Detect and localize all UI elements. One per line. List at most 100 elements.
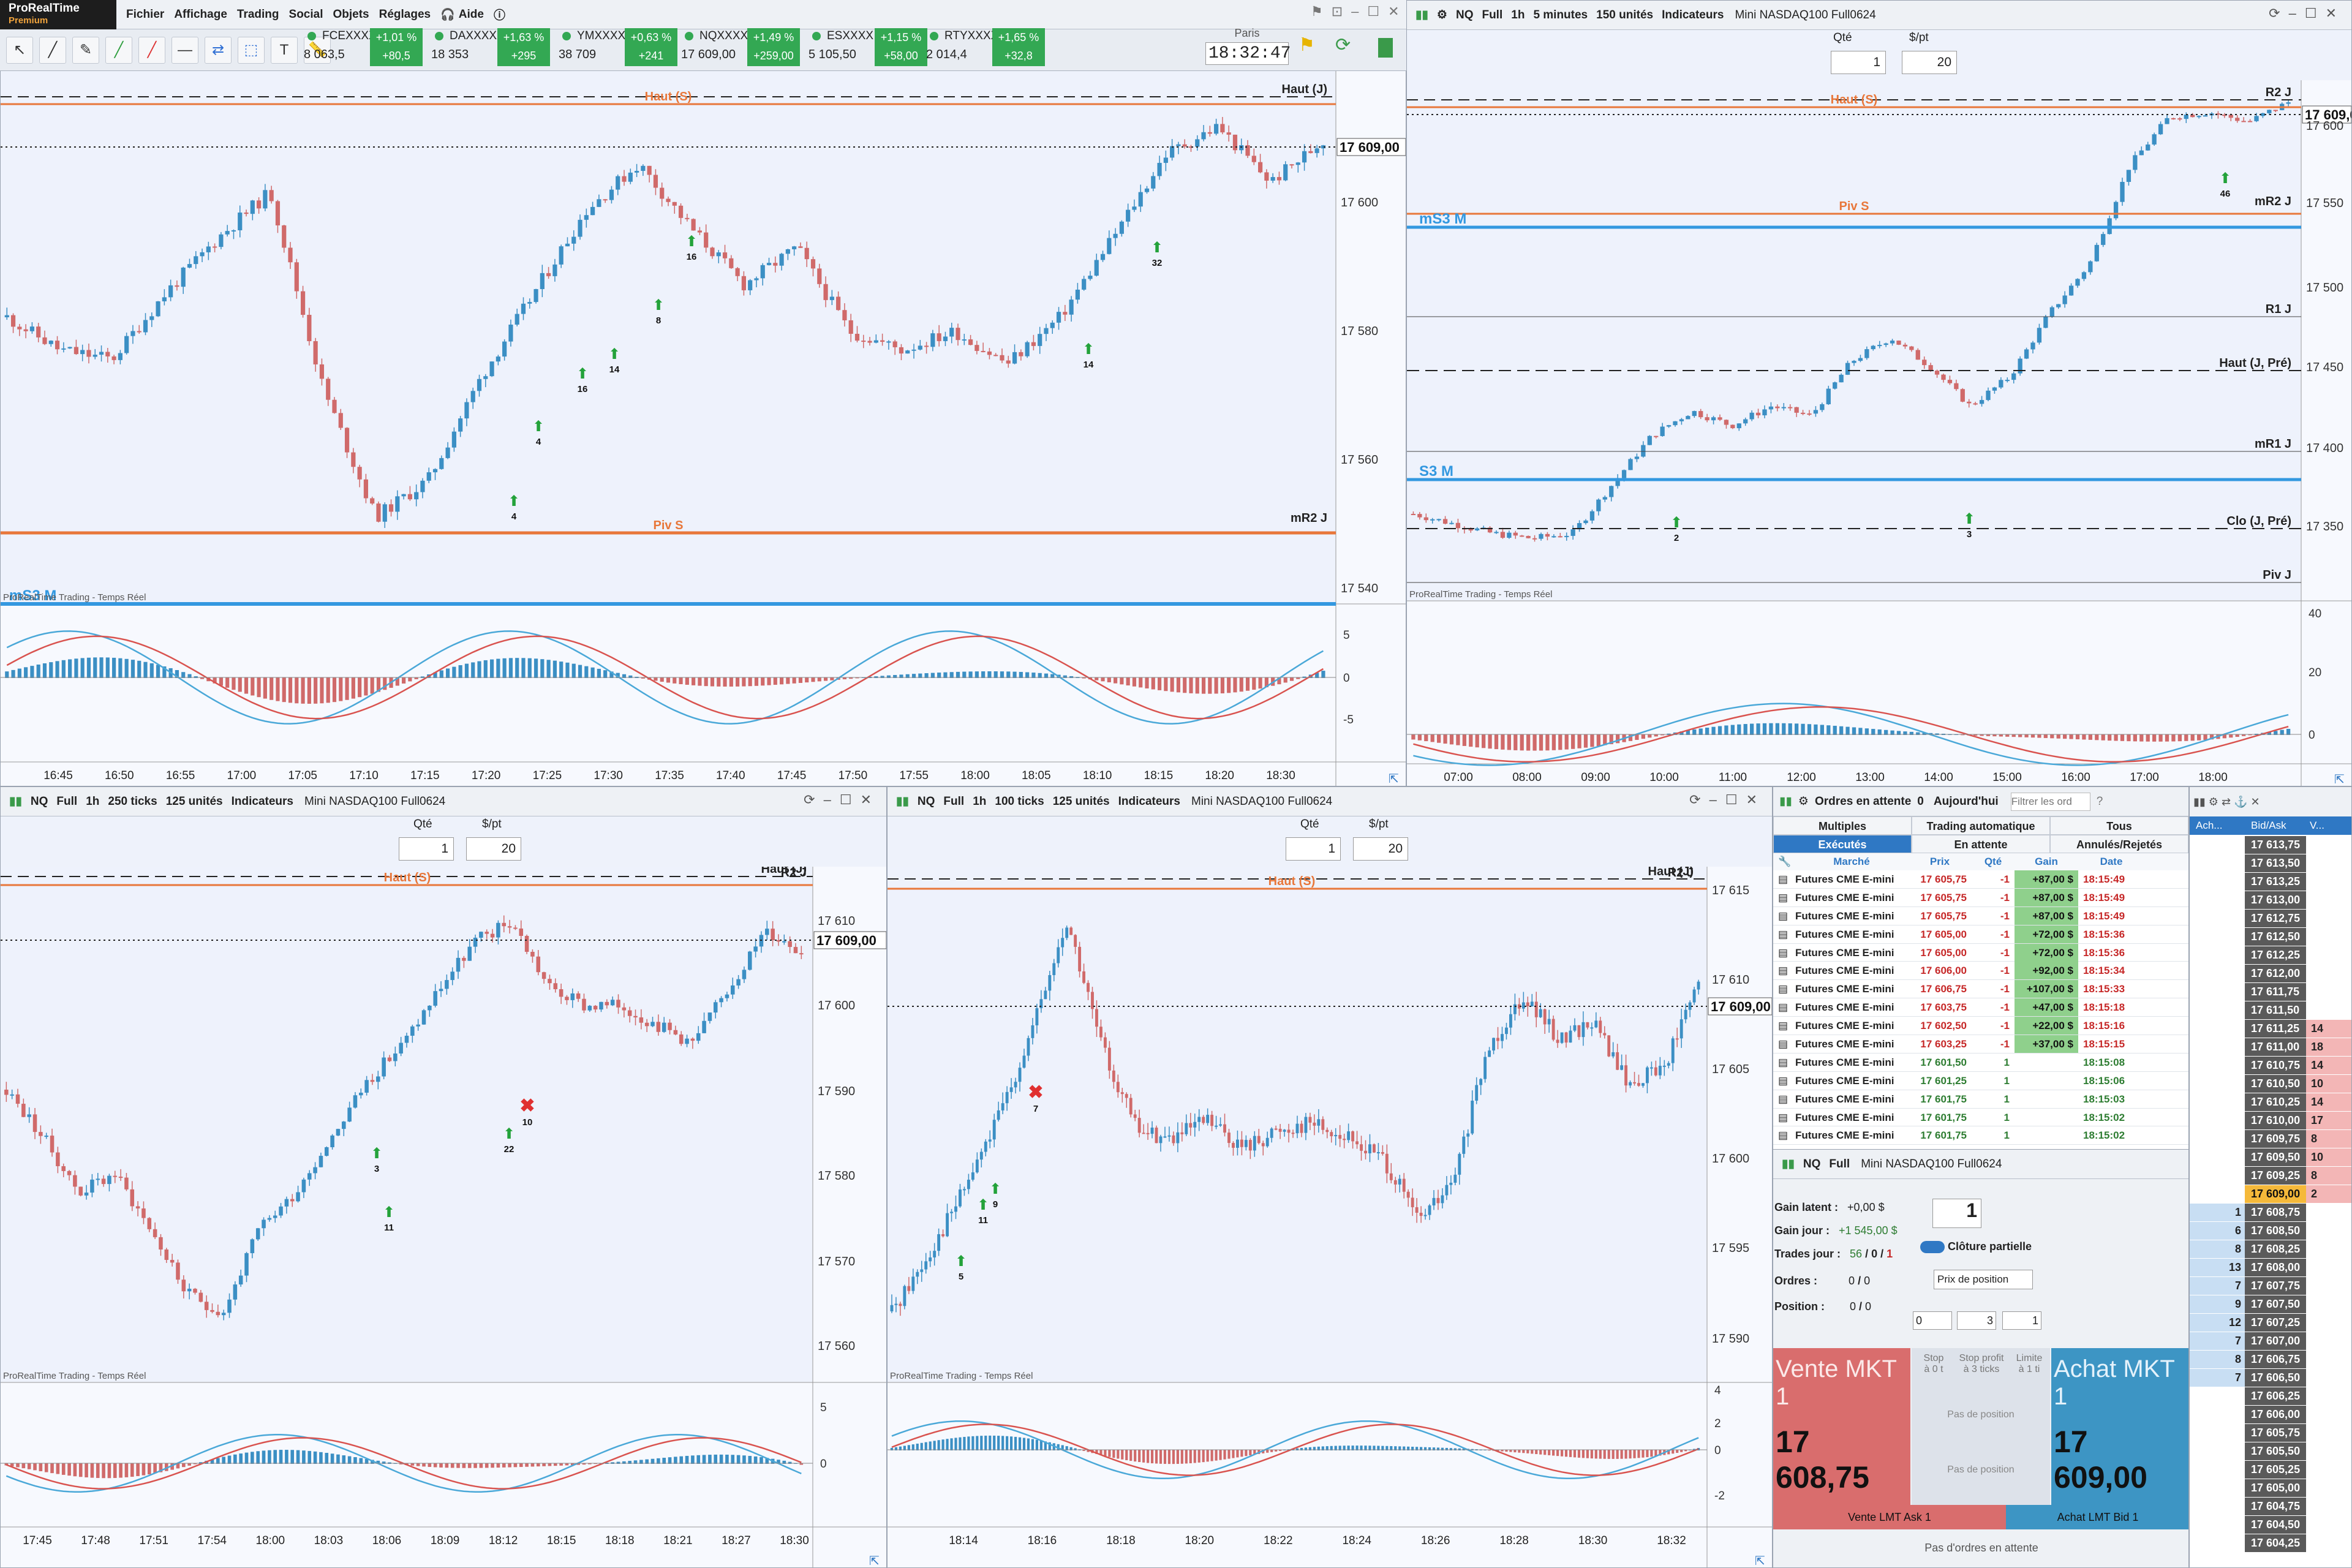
symbol-select[interactable]: NQ: [1803, 1157, 1821, 1170]
book-ask-row[interactable]: 17 612,75: [2190, 910, 2351, 928]
order-row[interactable]: ▤ Futures CME E-mini 17 603,25 -1 +37,00 $18…: [1773, 1035, 2188, 1054]
units-select[interactable]: 125 unités: [165, 794, 223, 808]
book-ask-row[interactable]: 17 609,50 10: [2190, 1148, 2351, 1167]
book-ask-row[interactable]: 17 610,50 10: [2190, 1075, 2351, 1093]
menu-trading[interactable]: Trading: [236, 7, 279, 21]
stop-profit-column[interactable]: Stop profit à 3 ticks: [1959, 1353, 2004, 1374]
tab-tous[interactable]: Tous: [2050, 816, 2188, 835]
book-bid-row[interactable]: 7 17 607,00: [2190, 1332, 2351, 1351]
chart-icon[interactable]: ▮▮: [1779, 795, 1792, 808]
sync-icon[interactable]: ⟳: [1335, 35, 1351, 55]
line-tool-icon[interactable]: ╱: [39, 36, 66, 64]
tab-annules[interactable]: Annulés/Rejetés: [2050, 835, 2188, 853]
window-controls[interactable]: ⟳–☐✕: [804, 792, 880, 807]
interval-select[interactable]: 5 minutes: [1533, 8, 1588, 21]
menu-objets[interactable]: Objets: [333, 7, 369, 21]
book-ask-row[interactable]: 17 609,75 8: [2190, 1130, 2351, 1148]
stop-input[interactable]: 0: [1913, 1311, 1952, 1330]
units-select[interactable]: 150 unités: [1596, 8, 1654, 21]
order-row[interactable]: ▤ Futures CME E-mini 17 601,75 1 18:15:02: [1773, 1126, 2188, 1145]
pen-tool-icon[interactable]: ✎: [72, 36, 99, 64]
ticker-ym[interactable]: YMXXXX 38 709 +0,63 % +241: [559, 27, 681, 70]
chart-icon[interactable]: ▮▮: [1415, 9, 1428, 21]
ticker-fcex[interactable]: FCEXXXX 8 063,5 +1,01 % +80,5: [304, 27, 426, 70]
stop-profit-input[interactable]: 3: [1957, 1311, 1996, 1330]
book-bid-row[interactable]: 13 17 608,00: [2190, 1259, 2351, 1277]
book-bid-row[interactable]: 17 605,50: [2190, 1442, 2351, 1461]
book-bid-row[interactable]: 6 17 608,50: [2190, 1222, 2351, 1240]
prix-position-select[interactable]: Prix de position: [1934, 1270, 2033, 1289]
menu-reglages[interactable]: Réglages: [379, 7, 431, 21]
book-ask-row[interactable]: 17 609,00 2: [2190, 1185, 2351, 1204]
book-ask-row[interactable]: 17 612,50: [2190, 928, 2351, 946]
buy-market-button[interactable]: Achat MKT 1 17 609,00: [2051, 1348, 2188, 1505]
settings-icon[interactable]: ⚙: [1436, 9, 1447, 21]
full-select[interactable]: Full: [1482, 8, 1503, 21]
headset-icon[interactable]: 🎧: [440, 8, 455, 21]
order-row[interactable]: ▤ Futures CME E-mini 17 603,75 -1 +47,00 $18…: [1773, 998, 2188, 1017]
trade-qty-input[interactable]: 1: [1932, 1199, 1981, 1228]
col-prix[interactable]: Prix: [1929, 856, 1950, 867]
window-controls[interactable]: ⟳–☐✕: [2269, 6, 2345, 21]
tab-executes[interactable]: Exécutés: [1773, 835, 1912, 853]
pt-input[interactable]: 20: [1902, 51, 1957, 74]
limite-column[interactable]: Limite à 1 ti: [2016, 1353, 2043, 1374]
order-row[interactable]: ▤ Futures CME E-mini 17 606,75 -1 +107,00 $1…: [1773, 980, 2188, 999]
sell-limit-button[interactable]: Vente LMT Ask 1: [1773, 1505, 2006, 1529]
order-row[interactable]: ▤ Futures CME E-mini 17 601,25 1 18:15:06: [1773, 1072, 2188, 1090]
book-bid-row[interactable]: 17 606,25: [2190, 1387, 2351, 1406]
col-qte[interactable]: Qté: [1984, 856, 2002, 867]
chart-icon[interactable]: ▮▮: [1782, 1158, 1795, 1170]
settings-icon[interactable]: ⚙: [1798, 795, 1809, 808]
book-ask-row[interactable]: 17 613,75: [2190, 836, 2351, 854]
symbol-select[interactable]: NQ: [1455, 8, 1474, 21]
book-bid-row[interactable]: 17 604,50: [2190, 1516, 2351, 1534]
book-ask-row[interactable]: 17 613,25: [2190, 873, 2351, 891]
book-ask-row[interactable]: 17 610,25 14: [2190, 1093, 2351, 1112]
book-ask-row[interactable]: 17 612,25: [2190, 946, 2351, 965]
orders-filter-select[interactable]: Aujourd'hui: [1933, 794, 1999, 808]
qty-input[interactable]: 1: [1286, 837, 1341, 861]
chart-icon[interactable]: ▮▮: [9, 795, 22, 808]
flag-icon[interactable]: ⚑: [1298, 35, 1315, 55]
book-ask-row[interactable]: 17 609,25 8: [2190, 1167, 2351, 1185]
wrench-icon[interactable]: 🔧: [1778, 856, 1792, 867]
order-row[interactable]: ▤ Futures CME E-mini 17 605,75 -1 +87,00 $18…: [1773, 907, 2188, 925]
book-ask-row[interactable]: 17 613,50: [2190, 854, 2351, 873]
indicators-button[interactable]: Indicateurs: [1118, 794, 1180, 808]
full-select[interactable]: Full: [943, 794, 965, 808]
qty-input[interactable]: 1: [399, 837, 454, 861]
book-bid-row[interactable]: 8 17 606,75: [2190, 1351, 2351, 1369]
col-marche[interactable]: Marché: [1833, 856, 1870, 867]
symbol-select[interactable]: NQ: [917, 794, 935, 808]
order-row[interactable]: ▤ Futures CME E-mini 17 602,50 -1 +22,00 $18…: [1773, 1017, 2188, 1036]
full-select[interactable]: Full: [1829, 1157, 1850, 1170]
info-icon[interactable]: ⓘ: [493, 9, 505, 22]
ruler-icon[interactable]: 📏: [304, 36, 331, 64]
book-bid-row[interactable]: 9 17 607,50: [2190, 1295, 2351, 1314]
symbol-select[interactable]: NQ: [30, 794, 48, 808]
menu-fichier[interactable]: Fichier: [126, 7, 165, 21]
order-row[interactable]: ▤ Futures CME E-mini 17 605,75 -1 +87,00 $18…: [1773, 870, 2188, 889]
ticks-select[interactable]: 100 ticks: [995, 794, 1044, 808]
book-bid-row[interactable]: 17 604,25: [2190, 1534, 2351, 1553]
h1-button[interactable]: 1h: [1511, 8, 1525, 21]
cursor-icon[interactable]: ↖: [6, 36, 33, 64]
book-bid-row[interactable]: 7 17 607,75: [2190, 1277, 2351, 1295]
order-row[interactable]: ▤ Futures CME E-mini 17 605,00 -1 +72,00 $18…: [1773, 925, 2188, 944]
col-gain[interactable]: Gain: [2035, 856, 2058, 867]
qty-input[interactable]: 1: [1831, 51, 1886, 74]
book-ask-row[interactable]: 17 610,00 17: [2190, 1112, 2351, 1130]
menu-aide[interactable]: Aide: [458, 7, 484, 21]
book-ask-row[interactable]: 17 610,75 14: [2190, 1057, 2351, 1075]
panel-icon[interactable]: [1378, 38, 1393, 58]
book-ask-row[interactable]: 17 613,00: [2190, 891, 2351, 910]
order-row[interactable]: ▤ Futures CME E-mini 17 605,75 -1 +87,00 $18…: [1773, 888, 2188, 907]
order-row[interactable]: ▤ Futures CME E-mini 17 601,75 1 18:15:03: [1773, 1090, 2188, 1109]
book-ask-row[interactable]: 17 612,00: [2190, 965, 2351, 983]
h1-button[interactable]: 1h: [86, 794, 100, 808]
